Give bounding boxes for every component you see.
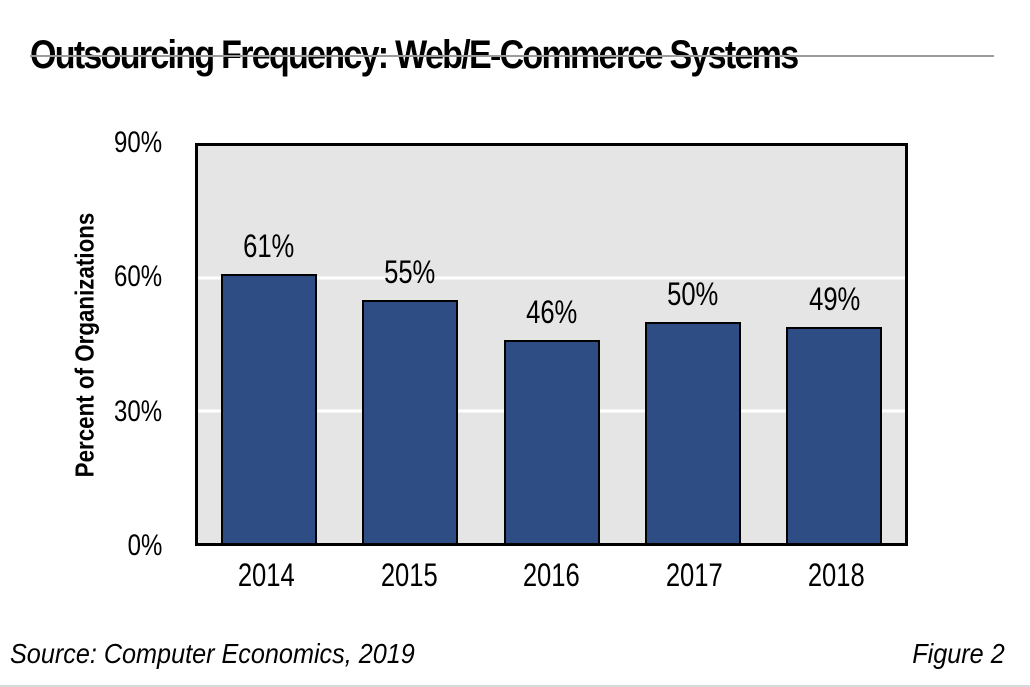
- bar-2014: [220, 273, 317, 543]
- x-tick-label-2018: 2018: [808, 557, 866, 593]
- x-tick-label-2017: 2017: [665, 557, 723, 593]
- bar-value-label-2015: 55%: [384, 254, 436, 291]
- x-tick-label-2015: 2015: [380, 557, 438, 593]
- bar-2018: [786, 326, 883, 543]
- bars-container: 61% 55% 46% 50% 49%: [198, 146, 905, 543]
- bar-2015: [362, 300, 459, 543]
- bar-slot-2018: 49%: [764, 146, 905, 543]
- bar-value-label-2014: 61%: [243, 227, 295, 264]
- y-tick-label-0: 0%: [127, 529, 162, 562]
- bottom-rule-divider: [0, 685, 1030, 687]
- bar-slot-2017: 50%: [622, 146, 763, 543]
- bar-value-label-2016: 46%: [525, 294, 578, 331]
- bar-2016: [503, 340, 600, 543]
- bar-value-label-2017: 50%: [667, 276, 719, 313]
- page-title: Outsourcing Frequency: Web/E-Commerce Sy…: [30, 32, 799, 77]
- bar-slot-2015: 55%: [339, 146, 480, 543]
- plot-inner: 61% 55% 46% 50% 49%: [198, 146, 905, 543]
- bar-value-label-2018: 49%: [808, 280, 860, 317]
- plot-area: 61% 55% 46% 50% 49%: [195, 143, 908, 546]
- source-credit: Source: Computer Economics, 2019: [10, 638, 415, 669]
- y-axis-ticks: 90% 60% 30% 0%: [0, 126, 162, 562]
- x-tick-label-2016: 2016: [523, 557, 580, 593]
- y-tick-label-30: 30%: [113, 394, 162, 428]
- figure-number-label: Figure 2: [912, 638, 1005, 669]
- y-tick-label-60: 60%: [113, 260, 162, 294]
- x-tick-label-2014: 2014: [237, 557, 295, 593]
- y-tick-label-90: 90%: [113, 126, 162, 159]
- bar-slot-2014: 61%: [198, 146, 339, 543]
- title-rule-divider: [30, 55, 994, 57]
- x-axis-labels: 2014 2015 2016 2017 2018: [195, 557, 908, 594]
- bar-slot-2016: 46%: [481, 146, 622, 543]
- gridline-60: [198, 276, 905, 280]
- bar-2017: [644, 322, 741, 543]
